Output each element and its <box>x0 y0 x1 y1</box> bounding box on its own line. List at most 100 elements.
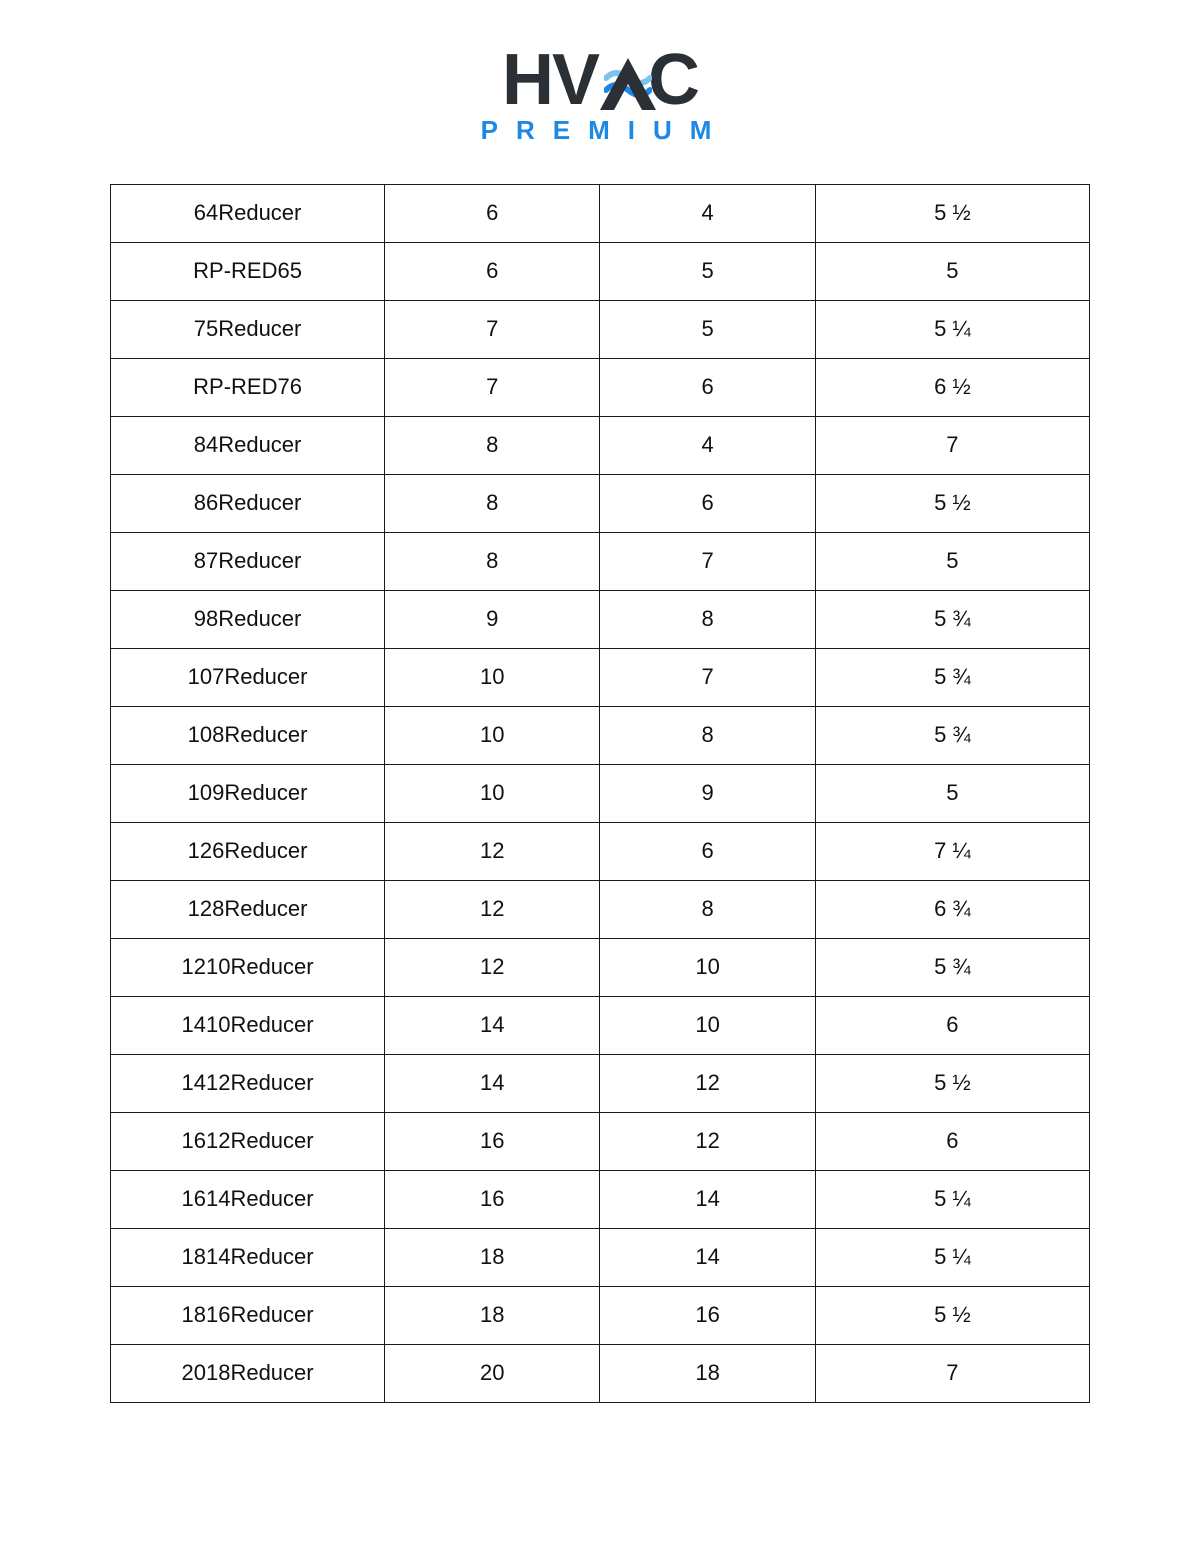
table-cell: 14 <box>385 1054 600 1112</box>
table-row: 1412Reducer14125 ½ <box>111 1054 1090 1112</box>
table-cell: 5 ¼ <box>815 300 1089 358</box>
table-cell: 16 <box>385 1112 600 1170</box>
table-cell: 6 <box>815 996 1089 1054</box>
table-row: 108Reducer1085 ¾ <box>111 706 1090 764</box>
table-cell: 12 <box>385 938 600 996</box>
table-cell: 64Reducer <box>111 184 385 242</box>
table-row: 64Reducer645 ½ <box>111 184 1090 242</box>
table-cell: 5 ¼ <box>815 1170 1089 1228</box>
table-cell: 9 <box>385 590 600 648</box>
table-cell: 18 <box>385 1228 600 1286</box>
table-cell: 1816Reducer <box>111 1286 385 1344</box>
table-cell: 7 <box>600 532 815 590</box>
table-cell: 5 <box>815 764 1089 822</box>
table-cell: 5 <box>600 300 815 358</box>
table-cell: 5 ¾ <box>815 938 1089 996</box>
table-cell: 9 <box>600 764 815 822</box>
table-cell: 109Reducer <box>111 764 385 822</box>
table-cell: 10 <box>600 996 815 1054</box>
table-cell: 1210Reducer <box>111 938 385 996</box>
table-cell: 8 <box>600 706 815 764</box>
table-row: 107Reducer1075 ¾ <box>111 648 1090 706</box>
table-cell: 4 <box>600 416 815 474</box>
table-cell: 1614Reducer <box>111 1170 385 1228</box>
table-row: RP-RED76766 ½ <box>111 358 1090 416</box>
page: HV A C PREMIUM 64Reducer645 ½RP-RED65655… <box>0 0 1200 1403</box>
table-row: 1612Reducer16126 <box>111 1112 1090 1170</box>
logo: HV A C PREMIUM <box>110 48 1090 146</box>
table-row: 1614Reducer16145 ¼ <box>111 1170 1090 1228</box>
table-cell: 7 <box>385 300 600 358</box>
table-cell: 5 ¾ <box>815 706 1089 764</box>
table-cell: 87Reducer <box>111 532 385 590</box>
table-row: 87Reducer875 <box>111 532 1090 590</box>
table-cell: 8 <box>385 416 600 474</box>
table-cell: 7 <box>385 358 600 416</box>
table-row: 2018Reducer20187 <box>111 1344 1090 1402</box>
table-cell: 6 <box>385 242 600 300</box>
table-cell: 6 <box>385 184 600 242</box>
table-cell: 14 <box>600 1170 815 1228</box>
table-cell: 108Reducer <box>111 706 385 764</box>
table-row: 126Reducer1267 ¼ <box>111 822 1090 880</box>
table-cell: 4 <box>600 184 815 242</box>
table-cell: 126Reducer <box>111 822 385 880</box>
table-cell: 2018Reducer <box>111 1344 385 1402</box>
table-row: 98Reducer985 ¾ <box>111 590 1090 648</box>
reducer-table: 64Reducer645 ½RP-RED6565575Reducer755 ¼R… <box>110 184 1090 1403</box>
table-cell: 16 <box>385 1170 600 1228</box>
table-cell: 5 ½ <box>815 184 1089 242</box>
logo-main: HV A C <box>502 48 698 113</box>
table-cell: 5 ½ <box>815 1054 1089 1112</box>
table-cell: 6 <box>600 822 815 880</box>
table-cell: 7 <box>815 416 1089 474</box>
logo-text-left: HV <box>502 48 598 113</box>
table-cell: 8 <box>385 532 600 590</box>
table-cell: 10 <box>385 764 600 822</box>
table-cell: 12 <box>600 1112 815 1170</box>
table-cell: 86Reducer <box>111 474 385 532</box>
table-cell: 5 <box>815 532 1089 590</box>
table-cell: 5 ¾ <box>815 590 1089 648</box>
table-cell: 16 <box>600 1286 815 1344</box>
table-cell: 5 ½ <box>815 474 1089 532</box>
table-cell: 1410Reducer <box>111 996 385 1054</box>
table-cell: 18 <box>385 1286 600 1344</box>
table-cell: 7 ¼ <box>815 822 1089 880</box>
table-cell: 128Reducer <box>111 880 385 938</box>
table-row: 75Reducer755 ¼ <box>111 300 1090 358</box>
table-row: 1816Reducer18165 ½ <box>111 1286 1090 1344</box>
table-row: 1410Reducer14106 <box>111 996 1090 1054</box>
table-row: 128Reducer1286 ¾ <box>111 880 1090 938</box>
table-cell: 5 ¼ <box>815 1228 1089 1286</box>
table-cell: 12 <box>385 822 600 880</box>
table-cell: 5 ½ <box>815 1286 1089 1344</box>
table-cell: 10 <box>600 938 815 996</box>
table-cell: 14 <box>600 1228 815 1286</box>
table-cell: 10 <box>385 648 600 706</box>
table-cell: 6 <box>600 358 815 416</box>
table-row: 84Reducer847 <box>111 416 1090 474</box>
table-cell: 20 <box>385 1344 600 1402</box>
table-cell: 84Reducer <box>111 416 385 474</box>
table-cell: 12 <box>385 880 600 938</box>
table-cell: 8 <box>385 474 600 532</box>
table-cell: 98Reducer <box>111 590 385 648</box>
table-row: 1814Reducer18145 ¼ <box>111 1228 1090 1286</box>
table-cell: 1814Reducer <box>111 1228 385 1286</box>
table-cell: 1612Reducer <box>111 1112 385 1170</box>
table-cell: 8 <box>600 590 815 648</box>
table-row: 86Reducer865 ½ <box>111 474 1090 532</box>
logo-a-wrap: A <box>598 48 648 113</box>
table-cell: 18 <box>600 1344 815 1402</box>
table-cell: RP-RED76 <box>111 358 385 416</box>
table-row: RP-RED65655 <box>111 242 1090 300</box>
table-body: 64Reducer645 ½RP-RED6565575Reducer755 ¼R… <box>111 184 1090 1402</box>
table-cell: 75Reducer <box>111 300 385 358</box>
table-cell: 107Reducer <box>111 648 385 706</box>
table-cell: 5 <box>600 242 815 300</box>
table-cell: 5 ¾ <box>815 648 1089 706</box>
table-cell: 6 ¾ <box>815 880 1089 938</box>
table-cell: 6 ½ <box>815 358 1089 416</box>
table-cell: 10 <box>385 706 600 764</box>
